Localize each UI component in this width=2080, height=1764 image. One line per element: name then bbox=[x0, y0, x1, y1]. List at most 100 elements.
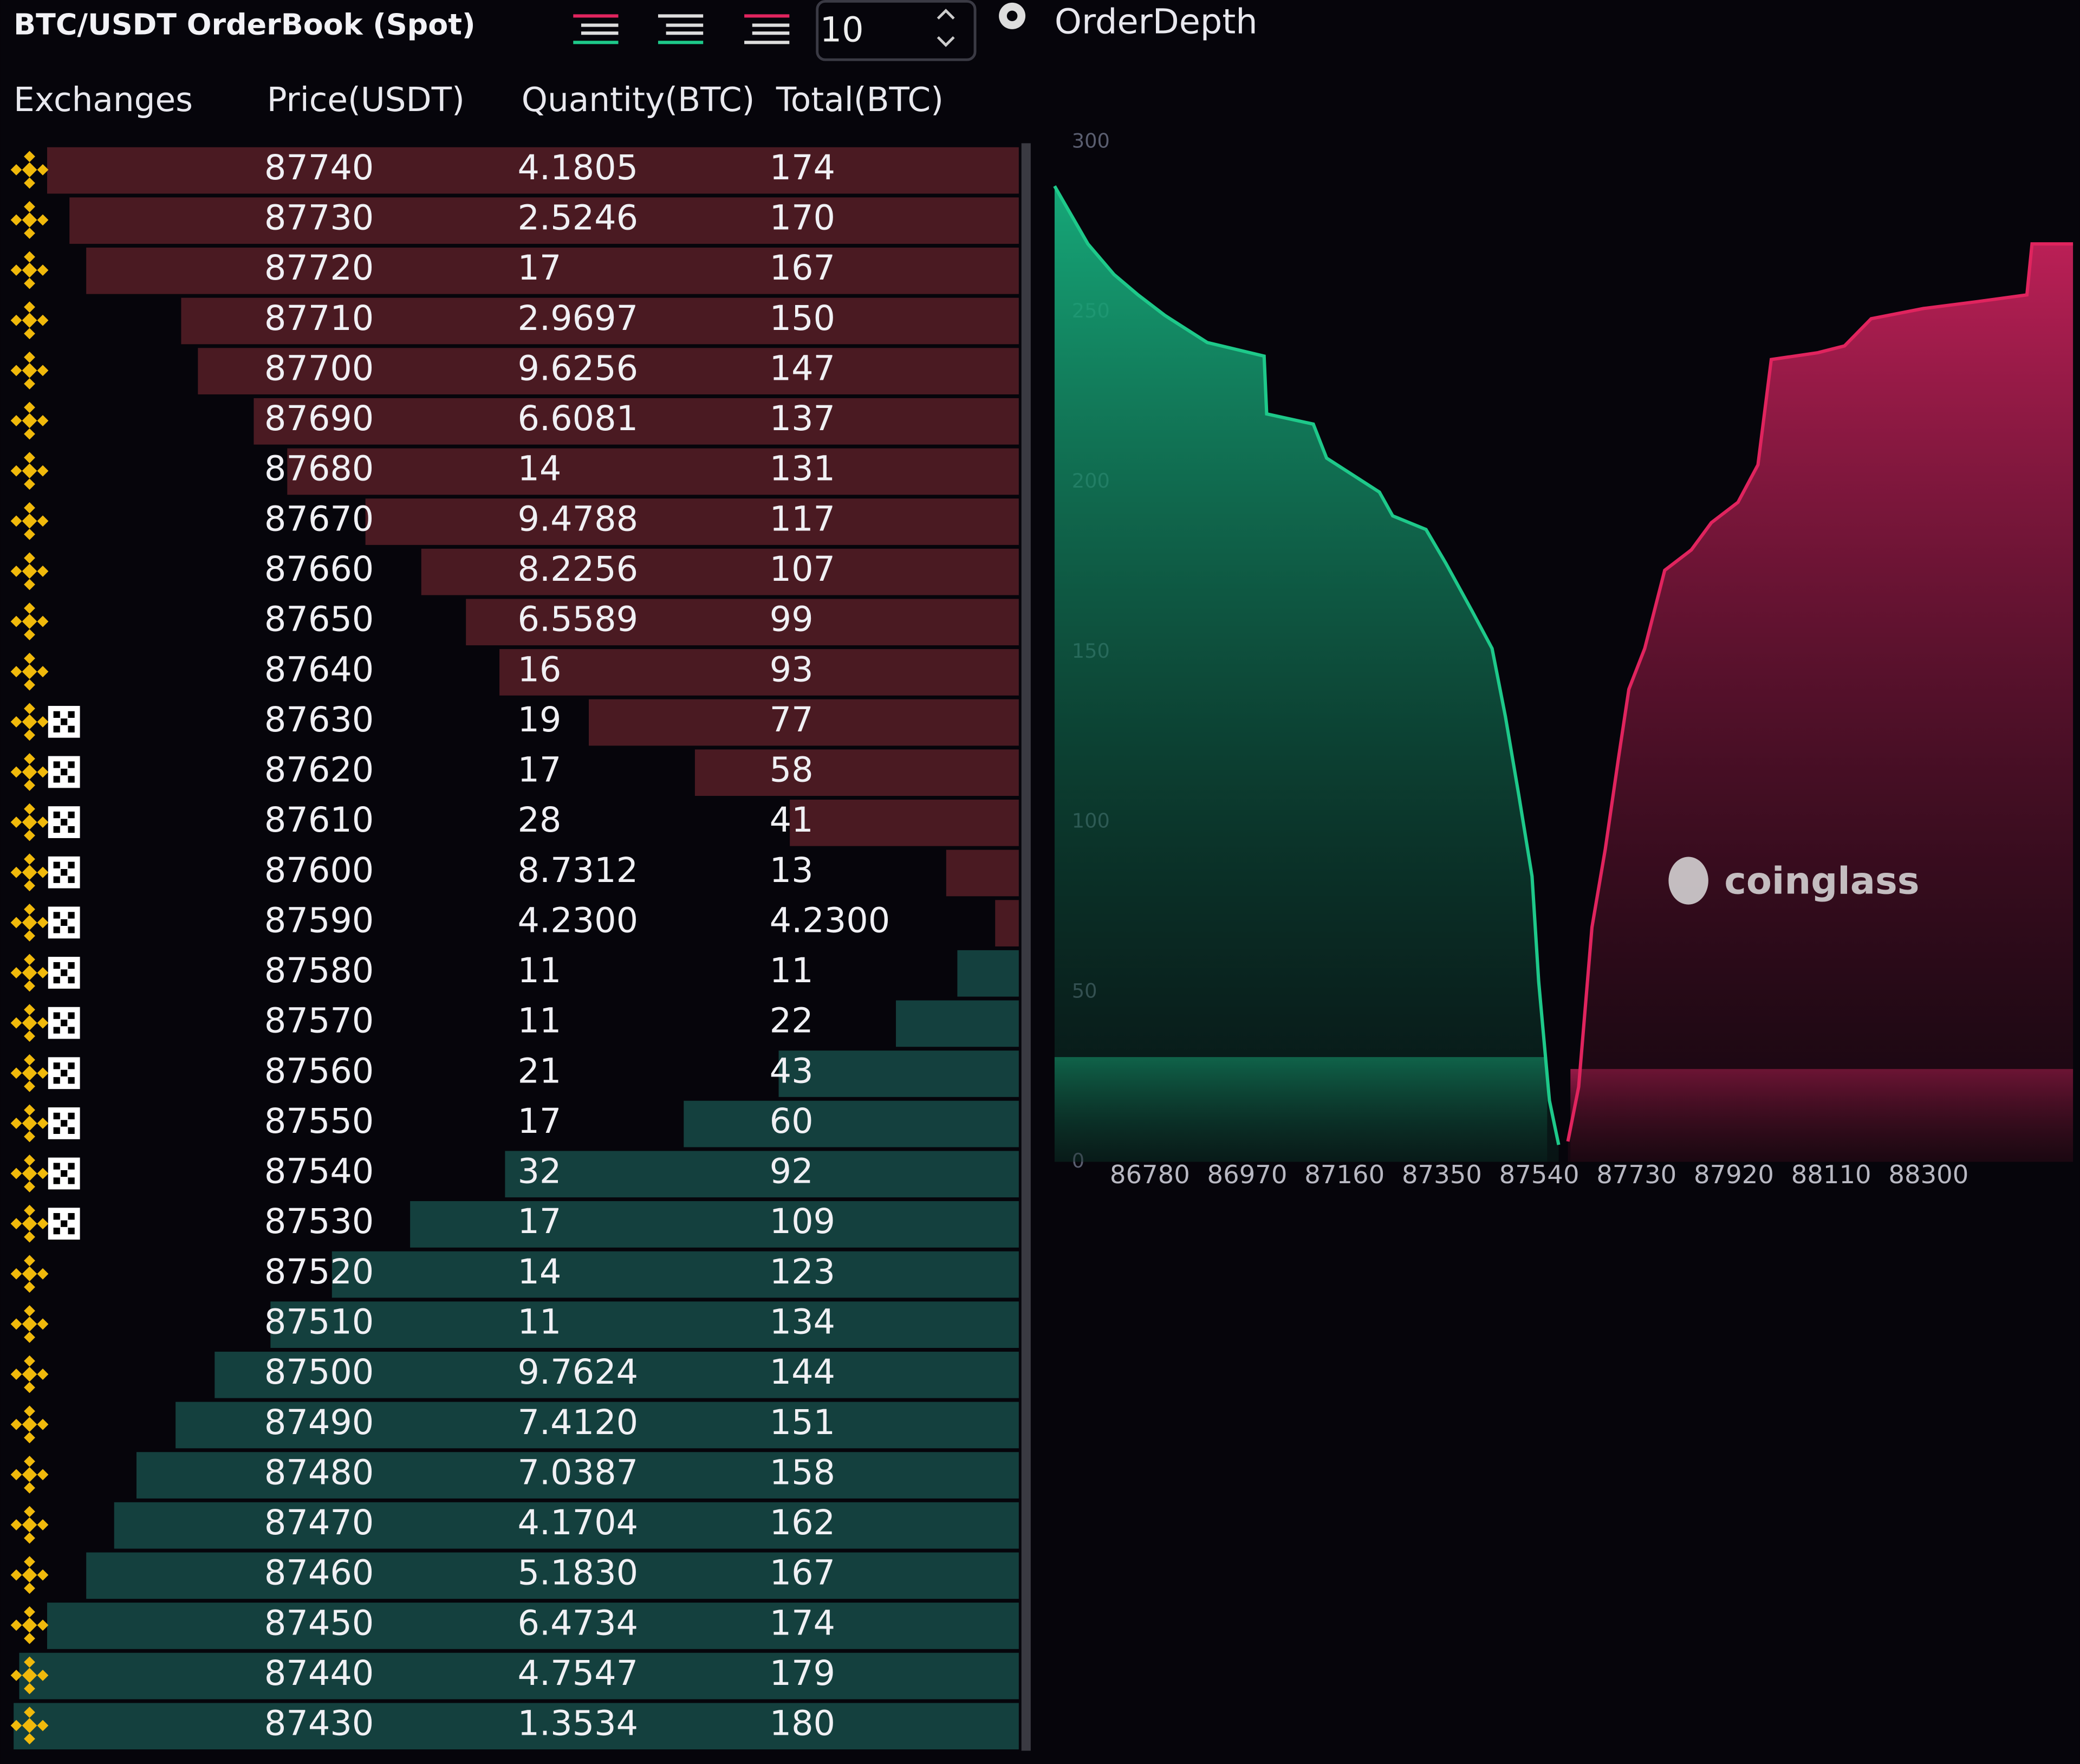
total: 180 bbox=[770, 1704, 835, 1744]
view-asks[interactable] bbox=[744, 14, 790, 44]
total: 144 bbox=[770, 1352, 835, 1392]
ask-depth-bar bbox=[421, 548, 1019, 595]
ask-depth-bar bbox=[589, 699, 1019, 746]
bid-depth-bar bbox=[896, 1000, 1019, 1047]
price: 87640 bbox=[264, 650, 374, 690]
total: 92 bbox=[770, 1152, 814, 1192]
chart-title: OrderDepth bbox=[1055, 2, 1258, 42]
bid-line bbox=[1053, 185, 1561, 1145]
total: 158 bbox=[770, 1452, 835, 1493]
depth-input[interactable] bbox=[816, 0, 977, 61]
total: 137 bbox=[770, 399, 835, 439]
x-tick-label: 88110 bbox=[1791, 1160, 1871, 1189]
quantity: 4.1805 bbox=[517, 148, 638, 188]
bid-depth-bar bbox=[19, 1652, 1019, 1700]
ask-depth-bar bbox=[995, 900, 1019, 946]
price: 87730 bbox=[264, 198, 374, 238]
price: 87560 bbox=[264, 1051, 374, 1091]
ask-depth-bar bbox=[499, 649, 1019, 696]
x-tick-label: 86780 bbox=[1110, 1160, 1190, 1189]
view-both[interactable] bbox=[573, 14, 619, 44]
total: 4.2300 bbox=[770, 900, 890, 941]
ask-line bbox=[1566, 242, 2074, 1142]
quantity: 8.2256 bbox=[517, 549, 638, 589]
price: 87630 bbox=[264, 700, 374, 740]
title: BTC/USDT OrderBook (Spot) bbox=[14, 8, 475, 42]
exchange-icon bbox=[48, 1057, 80, 1089]
bid-depth-bar bbox=[214, 1351, 1019, 1398]
total: 41 bbox=[770, 800, 814, 840]
x-tick-label: 87540 bbox=[1499, 1160, 1580, 1189]
order-rows: 87740 4.1805 174 87730 2.5246 170 87720 17 167 87… bbox=[10, 147, 1019, 1750]
depth-chart: 0501001502002503008678086970871608735087… bbox=[1053, 129, 2074, 1189]
quantity: 21 bbox=[517, 1051, 561, 1091]
price: 87530 bbox=[264, 1202, 374, 1242]
exchange-icon bbox=[48, 756, 80, 788]
quantity: 11 bbox=[517, 951, 561, 991]
price: 87690 bbox=[264, 399, 374, 439]
ask-depth-bar bbox=[181, 297, 1019, 345]
settings-icon[interactable] bbox=[999, 2, 1026, 29]
quantity: 32 bbox=[517, 1152, 561, 1192]
exchange-icon bbox=[48, 1107, 80, 1139]
bid-depth-bar bbox=[136, 1452, 1019, 1499]
column-header: Exchanges bbox=[14, 81, 193, 119]
x-tick-label: 86970 bbox=[1207, 1160, 1288, 1189]
total: 167 bbox=[770, 1553, 835, 1593]
view-bids[interactable] bbox=[658, 14, 704, 44]
quantity: 19 bbox=[517, 700, 561, 740]
bid-depth-bar bbox=[778, 1050, 1019, 1097]
x-tick-label: 87730 bbox=[1596, 1160, 1676, 1189]
quantity: 7.0387 bbox=[517, 1452, 638, 1493]
total: 179 bbox=[770, 1653, 835, 1694]
quantity: 9.7624 bbox=[517, 1352, 638, 1392]
quantity: 11 bbox=[517, 1001, 561, 1041]
exchange-icon bbox=[48, 806, 80, 838]
exchange-icon bbox=[48, 1208, 80, 1240]
quantity: 17 bbox=[517, 1101, 561, 1142]
price: 87430 bbox=[264, 1704, 374, 1744]
column-header: Quantity(BTC) bbox=[522, 81, 755, 119]
ask-area bbox=[1568, 244, 2074, 1162]
price: 87570 bbox=[264, 1001, 374, 1041]
quantity: 6.4734 bbox=[517, 1603, 638, 1643]
total: 117 bbox=[770, 499, 835, 539]
scrollbar[interactable] bbox=[1021, 143, 1031, 1751]
exchange-icon bbox=[48, 1007, 80, 1039]
y-tick-label: 300 bbox=[1072, 129, 1110, 152]
ask-depth-bar bbox=[198, 348, 1019, 394]
total: 134 bbox=[770, 1302, 835, 1343]
price: 87700 bbox=[264, 348, 374, 388]
price: 87460 bbox=[264, 1553, 374, 1593]
bid-depth-bar bbox=[176, 1402, 1019, 1449]
quantity: 9.6256 bbox=[517, 348, 638, 388]
price: 87450 bbox=[264, 1603, 374, 1643]
total: 60 bbox=[770, 1101, 814, 1142]
quantity: 6.6081 bbox=[517, 399, 638, 439]
watermark-text: coinglass bbox=[1724, 859, 1919, 903]
quantity: 11 bbox=[517, 1302, 561, 1343]
view-buttons[interactable] bbox=[573, 14, 790, 44]
bid-depth-bar bbox=[332, 1251, 1019, 1298]
quantity: 7.4120 bbox=[517, 1403, 638, 1443]
spinner[interactable] bbox=[937, 9, 955, 47]
total: 151 bbox=[770, 1403, 835, 1443]
exchange-icon bbox=[48, 906, 80, 939]
depth-value[interactable]: 10 bbox=[820, 10, 864, 50]
total: 150 bbox=[770, 299, 835, 339]
price: 87650 bbox=[264, 600, 374, 640]
total: 77 bbox=[770, 700, 814, 740]
quantity: 4.7547 bbox=[517, 1653, 638, 1694]
ask-depth-bar bbox=[694, 749, 1019, 796]
price: 87620 bbox=[264, 750, 374, 790]
watermark-logo bbox=[1668, 857, 1708, 905]
quantity: 8.7312 bbox=[517, 851, 638, 891]
bid-depth-bar bbox=[270, 1301, 1019, 1348]
total: 131 bbox=[770, 449, 835, 489]
ask-depth-bar bbox=[790, 799, 1019, 846]
bid-depth-bar bbox=[86, 1552, 1019, 1599]
price: 87670 bbox=[264, 499, 374, 539]
total: 123 bbox=[770, 1252, 835, 1292]
